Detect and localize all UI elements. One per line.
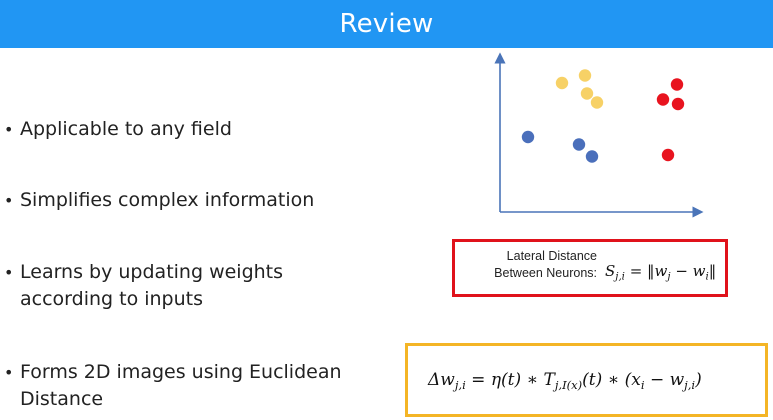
- bullet-text: Simplifies complex information: [20, 189, 315, 211]
- bullet-item: • Forms 2D images using Euclidean Distan…: [4, 359, 342, 413]
- bullet-text: Learns by updating weights according to …: [20, 261, 284, 310]
- scatter-point: [521, 130, 535, 144]
- scatter-point: [572, 138, 586, 151]
- bullet-dot-icon: •: [4, 191, 14, 210]
- scatter-point: [671, 97, 685, 111]
- slide-title: Review: [339, 9, 434, 39]
- bullet-text: Applicable to any field: [20, 118, 232, 140]
- bullet-list: • Applicable to any field • Simplifies c…: [4, 116, 342, 413]
- scatter-point: [656, 93, 670, 106]
- bullet-item: • Applicable to any field: [4, 116, 232, 143]
- scatter-point: [670, 78, 684, 91]
- scatter-point: [590, 96, 604, 109]
- bullet-item: • Learns by updating weights according t…: [4, 259, 283, 313]
- lateral-distance-box: Lateral Distance Between Neurons: Sj,i =…: [452, 239, 728, 297]
- scatter-point: [585, 150, 599, 163]
- bullet-dot-icon: •: [4, 120, 14, 139]
- scatter-point: [555, 76, 569, 90]
- title-banner: Review: [0, 0, 773, 48]
- bullet-dot-icon: •: [4, 363, 14, 382]
- bullet-item: • Simplifies complex information: [4, 187, 314, 214]
- scatter-point: [661, 148, 675, 162]
- points-layer: [521, 69, 685, 163]
- lateral-distance-label: Lateral Distance Between Neurons:: [494, 249, 597, 280]
- scatter-point: [580, 87, 594, 100]
- bullet-dot-icon: •: [4, 263, 14, 282]
- lateral-distance-formula: Sj,i = ‖wj − wi‖: [605, 262, 717, 283]
- cluster-scatter-plot: [494, 52, 704, 218]
- bullet-text: Forms 2D images using Euclidean Distance: [20, 361, 342, 410]
- scatter-point: [578, 69, 592, 82]
- weight-update-formula: Δwj,i = η(t) ∗ Tj,I(x)(t) ∗ (xi − wj,i): [428, 370, 702, 393]
- weight-update-box: Δwj,i = η(t) ∗ Tj,I(x)(t) ∗ (xi − wj,i): [405, 343, 768, 417]
